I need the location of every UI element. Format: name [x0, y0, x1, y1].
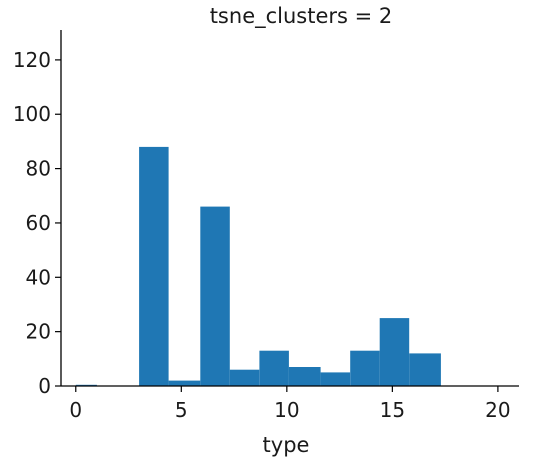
histogram-bar-3	[200, 206, 230, 386]
histogram-bar-6	[288, 367, 321, 386]
y-tick-label: 60	[26, 211, 51, 235]
y-tick-label: 120	[13, 48, 51, 72]
y-tick-label: 100	[13, 102, 51, 126]
x-axis-label: type	[263, 433, 310, 457]
x-tick-label: 10	[274, 398, 299, 422]
x-tick-label: 0	[69, 398, 82, 422]
histogram-bar-7	[320, 372, 351, 386]
histogram-bar-9	[379, 318, 410, 386]
y-tick-label: 20	[26, 320, 51, 344]
y-tick-label: 80	[26, 157, 51, 181]
histogram-bar-2	[168, 380, 201, 386]
histogram-bar-1	[139, 146, 169, 386]
x-tick-label: 5	[175, 398, 188, 422]
y-tick-label: 0	[38, 374, 51, 398]
histogram-bar-5	[259, 350, 289, 386]
histogram-bar-10	[409, 353, 441, 386]
y-tick-label: 40	[26, 265, 51, 289]
x-tick-label: 15	[380, 398, 405, 422]
x-tick-label: 20	[485, 398, 510, 422]
y-axis-ticks: 0 20 40 60 80 100 120	[13, 48, 61, 398]
bars-group	[75, 146, 441, 386]
histogram-bar-8	[350, 350, 380, 386]
histogram-bar-4	[229, 369, 260, 386]
x-axis-ticks: 0 5 10 15 20	[69, 386, 511, 422]
chart-title: tsne_clusters = 2	[210, 4, 393, 29]
